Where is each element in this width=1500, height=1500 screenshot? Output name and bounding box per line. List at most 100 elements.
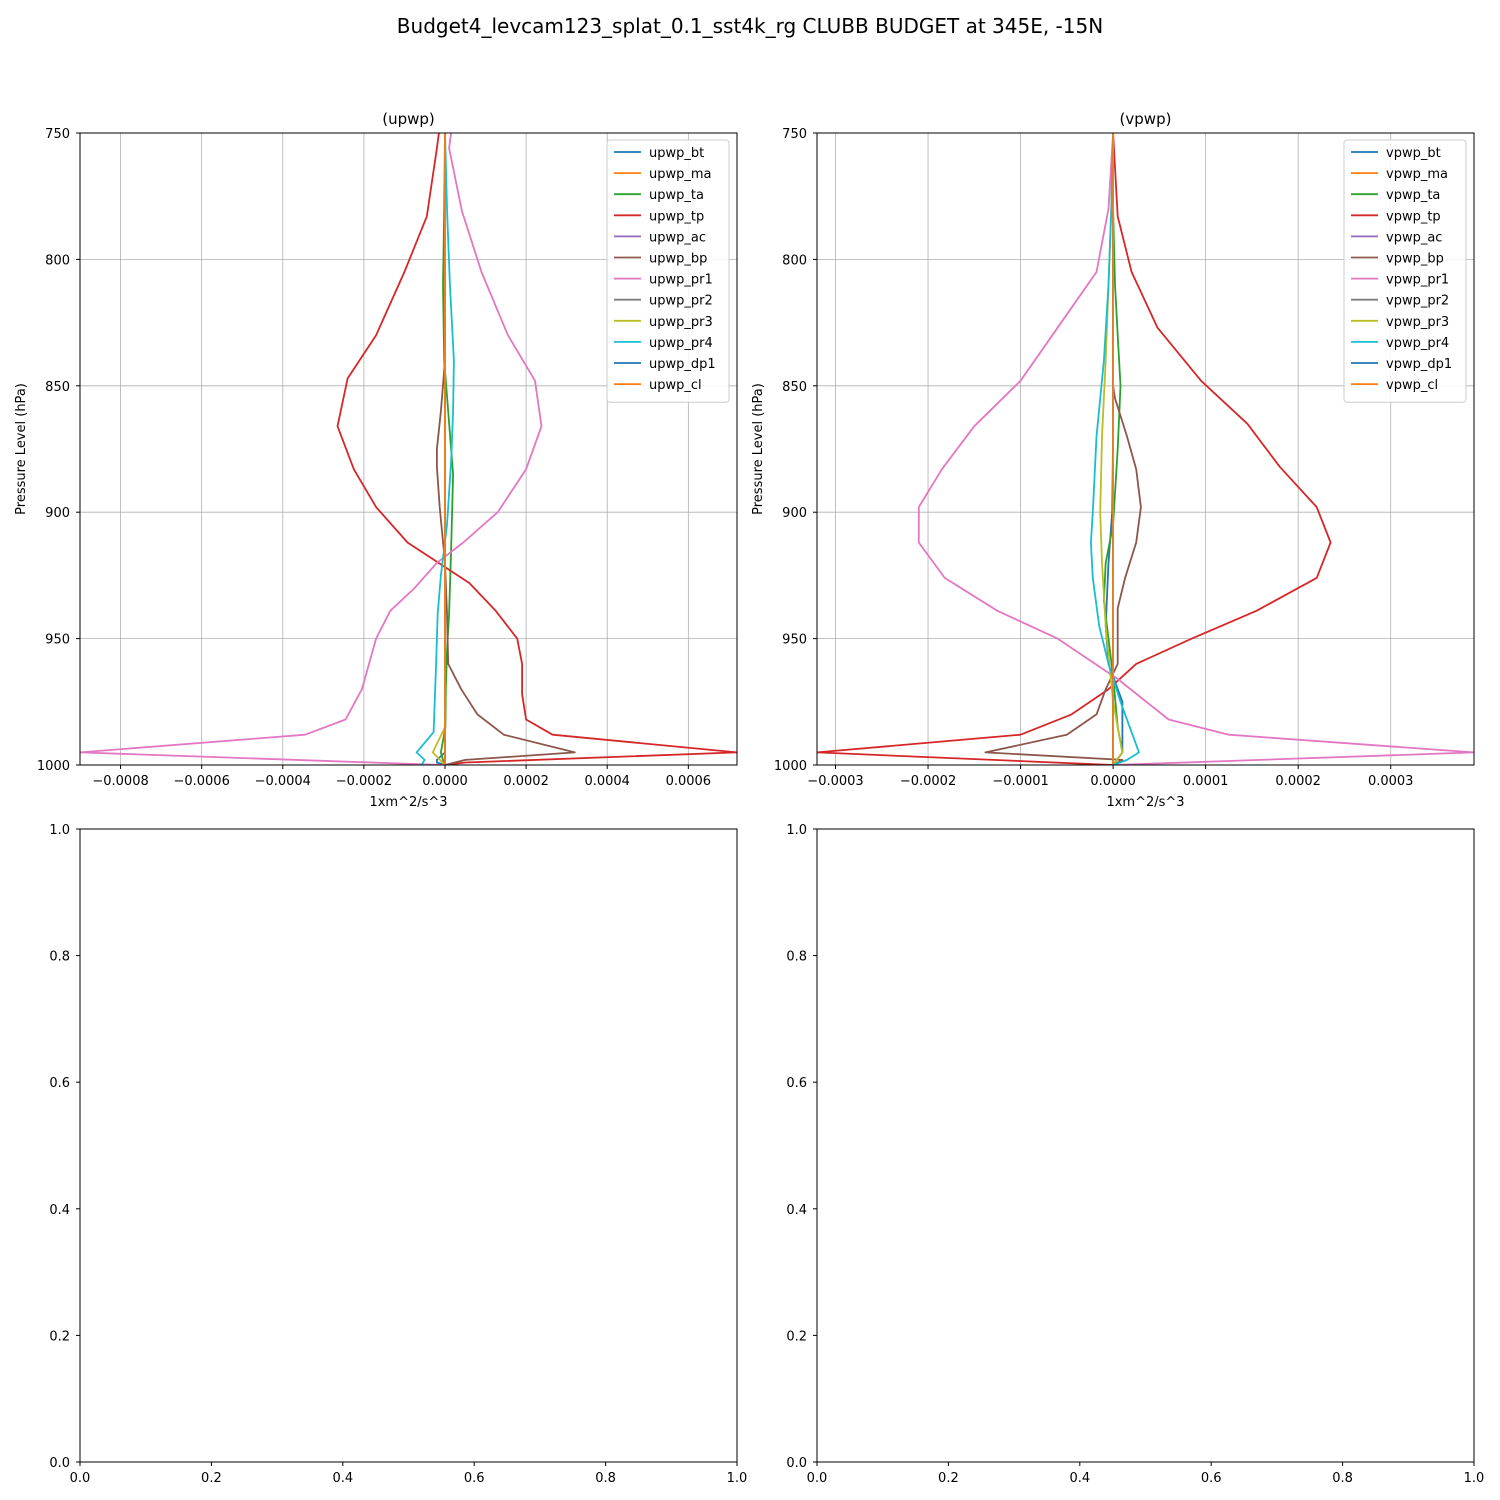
legend-label-upwp_pr1: upwp_pr1 [649,273,713,288]
legend-label-upwp_bp: upwp_bp [649,252,707,267]
legend-label-upwp_ac: upwp_ac [649,230,706,245]
legend-label-vpwp_cl: vpwp_cl [1386,378,1438,393]
x-tick-label: −0.0002 [900,774,956,789]
legend-label-upwp_pr4: upwp_pr4 [649,336,713,351]
x-tick-label: 0.8 [595,1471,616,1486]
legend-label-upwp_ma: upwp_ma [649,167,712,182]
legend-label-vpwp_pr3: vpwp_pr3 [1386,315,1449,330]
x-tick-label: 0.4 [1069,1471,1090,1486]
series-line-upwp_ta [439,133,455,765]
legend: upwp_bt upwp_ma upwp_ta upwp_tp upwp_ac upwp_… [606,139,730,403]
panel-title: (upwp) [382,110,435,128]
y-tick-label: 900 [45,506,70,521]
x-tick-label: 0.6 [464,1471,485,1486]
y-tick-label: 0.8 [49,950,70,965]
chart-panel-3: 0.0 0.2 0.4 0.6 0.8 1.0 0.0 0.2 0.4 0.6 0.8 1.0 [49,823,747,1486]
x-tick-label: 0.0 [807,1471,828,1486]
y-tick-label: 950 [45,633,70,648]
series-line-upwp_bp [435,133,576,765]
y-tick-label: 0.8 [786,950,807,965]
y-tick-label: 1.0 [786,823,807,838]
x-tick-label: 0.0004 [584,774,630,789]
x-tick-label: 0.8 [1332,1471,1353,1486]
y-axis-label: Pressure Level (hPa) [751,383,766,515]
x-tick-label: −0.0006 [173,774,229,789]
y-tick-label: 800 [782,253,807,268]
y-tick-label: 800 [45,253,70,268]
chart-panel-4: 0.0 0.2 0.4 0.6 0.8 1.0 0.0 0.2 0.4 0.6 0.8 1.0 [786,823,1484,1486]
x-tick-label: 0.0002 [1275,774,1321,789]
legend-label-vpwp_ma: vpwp_ma [1386,167,1448,182]
x-tick-label: 1.0 [727,1471,748,1486]
legend-label-vpwp_ta: vpwp_ta [1386,188,1440,203]
y-tick-label: 1.0 [49,823,70,838]
figure-title: Budget4_levcam123_splat_0.1_sst4k_rg CLU… [396,14,1104,38]
series-line-vpwp_tp [817,133,1332,765]
x-tick-label: 0.4 [332,1471,353,1486]
series-group [80,133,737,765]
series-group [817,133,1474,765]
x-axis-label: 1xm^2/s^3 [369,795,447,810]
legend-label-vpwp_tp: vpwp_tp [1386,209,1441,224]
x-tick-label: 0.0 [70,1471,91,1486]
legend-label-upwp_pr2: upwp_pr2 [649,294,713,309]
legend-label-vpwp_bt: vpwp_bt [1386,146,1441,161]
legend-label-vpwp_ac: vpwp_ac [1386,230,1442,245]
legend-label-upwp_cl: upwp_cl [649,378,702,393]
x-tick-label: 0.0001 [1183,774,1229,789]
legend-label-vpwp_pr4: vpwp_pr4 [1386,336,1449,351]
y-tick-label: 0.4 [786,1203,807,1218]
chart-panel-1: −0.0008 −0.0006 −0.0004 −0.0002 0.0000 0.0002… [14,110,738,810]
x-tick-label: 0.0002 [503,774,549,789]
y-tick-label: 900 [782,506,807,521]
x-axis-label: 1xm^2/s^3 [1106,795,1184,810]
axes-frame [816,132,1475,766]
panel-title: (vpwp) [1120,110,1172,128]
y-tick-label: 0.0 [49,1456,70,1471]
x-tick-label: 0.0000 [1090,774,1136,789]
x-tick-label: −0.0002 [336,774,392,789]
y-tick-label: 950 [782,633,807,648]
legend-label-vpwp_dp1: vpwp_dp1 [1386,357,1452,372]
axes-frame [79,828,738,1463]
y-tick-label: 0.6 [49,1076,70,1091]
y-tick-label: 750 [45,127,70,142]
x-tick-label: 0.0003 [1368,774,1414,789]
legend-label-upwp_ta: upwp_ta [649,188,704,203]
x-tick-label: 0.0000 [422,774,468,789]
x-tick-label: 0.2 [938,1471,959,1486]
legend-label-upwp_tp: upwp_tp [649,209,704,224]
y-tick-label: 0.0 [786,1456,807,1471]
series-line-upwp_pr1 [80,133,543,765]
y-tick-label: 850 [782,380,807,395]
legend-label-upwp_dp1: upwp_dp1 [649,357,716,372]
x-tick-label: 1.0 [1464,1471,1485,1486]
legend: vpwp_bt vpwp_ma vpwp_ta vpwp_tp vpwp_ac vpwp_… [1343,139,1467,403]
legend-label-vpwp_pr2: vpwp_pr2 [1386,294,1449,309]
legend-label-upwp_bt: upwp_bt [649,146,704,161]
legend-box [1343,139,1467,403]
series-line-vpwp_pr4 [1090,133,1140,765]
x-tick-label: −0.0004 [255,774,311,789]
y-tick-label: 1000 [37,759,70,774]
legend-label-upwp_pr3: upwp_pr3 [649,315,713,330]
series-line-upwp_pr4 [415,133,455,765]
y-tick-label: 0.2 [49,1329,70,1344]
series-line-vpwp_pr1 [917,133,1474,765]
axes-frame [816,828,1475,1463]
y-tick-label: 0.4 [49,1203,70,1218]
x-tick-label: 0.2 [201,1471,222,1486]
x-tick-label: −0.0008 [92,774,148,789]
y-tick-label: 1000 [774,759,807,774]
y-tick-label: 850 [45,380,70,395]
legend-label-vpwp_bp: vpwp_bp [1386,252,1444,267]
y-axis-label: Pressure Level (hPa) [14,383,29,515]
x-tick-label: −0.0001 [992,774,1048,789]
y-tick-label: 0.6 [786,1076,807,1091]
axes-frame [79,132,738,766]
x-tick-label: 0.0006 [666,774,712,789]
legend-label-vpwp_pr1: vpwp_pr1 [1386,273,1449,288]
legend-box [606,139,730,403]
chart-panel-2: −0.0003 −0.0002 −0.0001 0.0000 0.0001 0.0002 0… [751,110,1475,810]
